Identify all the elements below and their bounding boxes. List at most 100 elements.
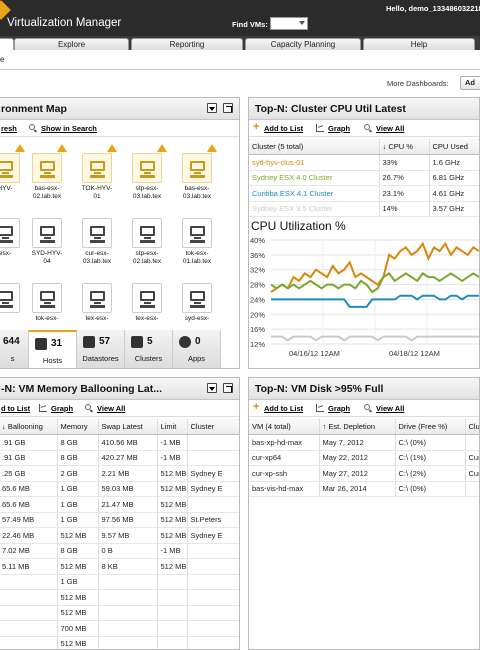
table-row[interactable]: 7.02 MB 8 GB 0 B -1 MB bbox=[0, 543, 239, 559]
host-tile[interactable]: syd-esx- bbox=[179, 283, 215, 323]
popout-icon[interactable] bbox=[223, 103, 233, 113]
tab-capacity-planning[interactable]: Capacity Planning bbox=[245, 38, 361, 50]
table-cell: 97.56 MB bbox=[98, 512, 158, 528]
table-cell: Sydney E bbox=[187, 465, 239, 482]
main-tabs: Explore Reporting Capacity Planning Help bbox=[0, 36, 480, 50]
host-tile[interactable]: stp-esx-02.lab.tex bbox=[129, 218, 165, 266]
table-cell: 65.6 MB bbox=[0, 481, 58, 497]
column-header[interactable]: ↑ Est. Depletion bbox=[319, 419, 396, 435]
graph-icon bbox=[316, 124, 324, 132]
host-tile[interactable]: HYV- bbox=[0, 153, 23, 193]
chevron-down-icon[interactable] bbox=[299, 21, 305, 25]
refresh-link[interactable]: resh bbox=[1, 124, 17, 133]
table-cell: .91 GB bbox=[0, 450, 58, 466]
table-row[interactable]: 22.46 MB 512 MB 9.57 MB 512 MB Sydney E bbox=[0, 527, 239, 544]
table-row[interactable]: 65.6 MB 1 GB 21.47 MB 512 MB bbox=[0, 496, 239, 513]
table-row[interactable]: 512 MB bbox=[0, 636, 239, 649]
table-cell: 22.46 MB bbox=[0, 527, 58, 544]
view-all-link[interactable]: View All bbox=[376, 404, 405, 413]
popout-icon[interactable] bbox=[223, 383, 233, 393]
column-header[interactable]: ↓ CPU % bbox=[379, 139, 430, 155]
warning-icon bbox=[57, 144, 67, 152]
column-header[interactable]: Swap Latest bbox=[98, 419, 158, 435]
y-tick-label: 40% bbox=[250, 236, 265, 245]
category-label: Hosts bbox=[42, 356, 63, 365]
view-all-link[interactable]: View All bbox=[376, 124, 405, 133]
table-row[interactable]: .91 GB 8 GB 420.27 MB -1 MB bbox=[0, 450, 239, 466]
dropdown-icon[interactable] bbox=[207, 383, 217, 393]
category-tab[interactable]: 0 Apps bbox=[173, 330, 221, 368]
find-vms-input[interactable] bbox=[270, 17, 308, 30]
category-tab[interactable]: 31 Hosts bbox=[29, 330, 77, 368]
cpu-table: Cluster (5 total) ↓ CPU % CPU Used syd-h… bbox=[249, 139, 479, 217]
column-header[interactable]: Memory bbox=[57, 419, 99, 435]
category-tab[interactable]: 644 s bbox=[0, 330, 29, 368]
column-header[interactable]: ↓ Ballooning bbox=[0, 419, 58, 435]
category-label: Apps bbox=[187, 354, 206, 363]
graph-link[interactable]: Graph bbox=[51, 404, 74, 413]
table-row[interactable]: 1 GB bbox=[0, 574, 239, 590]
column-header[interactable]: Cluster (5 total) bbox=[249, 139, 380, 155]
tab-explore[interactable]: Explore bbox=[14, 38, 129, 50]
table-row[interactable]: .91 GB 8 GB 410.56 MB -1 MB bbox=[0, 434, 239, 451]
host-tile[interactable]: tex-esx- bbox=[79, 283, 115, 323]
add-to-list-link[interactable]: d to List bbox=[1, 404, 31, 413]
table-row[interactable]: 57.49 MB 1 GB 97.56 MB 512 MB St.Peters bbox=[0, 512, 239, 528]
table-cell: bas-vis-hd-max bbox=[249, 481, 320, 497]
add-dashboard-button[interactable]: Ad bbox=[460, 76, 480, 90]
column-header[interactable]: Limit bbox=[157, 419, 188, 435]
column-header[interactable]: Clu bbox=[465, 419, 479, 435]
table-row[interactable]: .25 GB 2 GB 2.21 MB 512 MB Sydney E bbox=[0, 465, 239, 482]
tab-reporting[interactable]: Reporting bbox=[131, 38, 243, 50]
table-row[interactable]: Curitiba ESX 4.1 Cluster 23.1% 4.61 GHz bbox=[249, 185, 479, 202]
column-header[interactable]: CPU Used bbox=[429, 139, 479, 155]
add-to-list-link[interactable]: Add to List bbox=[264, 404, 304, 413]
dropdown-icon[interactable] bbox=[207, 103, 217, 113]
host-tile[interactable]: tok-esx- bbox=[29, 283, 65, 323]
show-in-search-link[interactable]: Show in Search bbox=[41, 124, 97, 133]
table-cell: 7.02 MB bbox=[0, 543, 58, 559]
host-tile[interactable]: bas-esx-03.lab.tex bbox=[179, 153, 215, 201]
table-row[interactable]: bas-xp-hd-max May 7, 2012 C:\ (0%) bbox=[249, 434, 479, 451]
column-header[interactable]: Drive (Free %) bbox=[395, 419, 466, 435]
subnav-item[interactable]: e bbox=[0, 55, 5, 64]
host-tile[interactable]: TOK-HYV-01 bbox=[79, 153, 115, 201]
view-all-link[interactable]: View All bbox=[97, 404, 126, 413]
tab-dashboard[interactable] bbox=[0, 38, 14, 50]
category-tab[interactable]: 57 Datastores bbox=[77, 330, 125, 368]
table-row[interactable]: syd-hyv-clus-01 33% 1.6 GHz bbox=[249, 154, 479, 171]
y-tick-label: 12% bbox=[250, 340, 265, 349]
host-tile[interactable]: SYD-HYV-04 bbox=[29, 218, 65, 266]
graph-link[interactable]: Graph bbox=[328, 404, 351, 413]
host-tile[interactable]: cur-esx-03.lab.tex bbox=[79, 218, 115, 266]
host-tile[interactable]: esx- bbox=[0, 218, 23, 258]
host-tile[interactable]: stp-esx-03.lab.tex bbox=[129, 153, 165, 201]
table-cell bbox=[187, 574, 239, 590]
table-cell: 512 MB bbox=[57, 589, 99, 606]
table-cell bbox=[187, 496, 239, 513]
graph-link[interactable]: Graph bbox=[328, 124, 351, 133]
table-cell: 0 B bbox=[98, 543, 158, 559]
table-row[interactable]: 512 MB bbox=[0, 589, 239, 606]
table-row[interactable]: bas-vis-hd-max Mar 26, 2014 C:\ (0%) bbox=[249, 481, 479, 497]
table-cell: 8 GB bbox=[57, 434, 99, 451]
category-tab[interactable]: 5 Clusters bbox=[125, 330, 173, 368]
table-row[interactable]: 5.11 MB 512 MB 8 KB 512 MB bbox=[0, 558, 239, 575]
tab-help[interactable]: Help bbox=[363, 38, 475, 50]
table-cell: C:\ (1%) bbox=[395, 450, 466, 466]
table-row[interactable]: 65.6 MB 1 GB 59.03 MB 512 MB Sydney E bbox=[0, 481, 239, 497]
column-header[interactable]: VM (4 total) bbox=[249, 419, 320, 435]
column-header[interactable]: Cluster bbox=[187, 419, 239, 435]
table-row[interactable]: 512 MB bbox=[0, 605, 239, 621]
host-tile[interactable]: tex-esx- bbox=[129, 283, 165, 323]
table-row[interactable]: Sydney ESX 3.5 Cluster 14% 3.57 GHz bbox=[249, 201, 479, 217]
host-tile[interactable]: tok-esx-01.lab.tex bbox=[179, 218, 215, 266]
table-cell: Sydney ESX 3.5 Cluster bbox=[249, 201, 380, 217]
add-to-list-link[interactable]: Add to List bbox=[264, 124, 304, 133]
table-row[interactable]: Sydney ESX 4.0 Cluster 26.7% 6.81 GHz bbox=[249, 170, 479, 186]
table-row[interactable]: 700 MB bbox=[0, 620, 239, 637]
host-tile[interactable]: bas-esx-02.lab.tex bbox=[29, 153, 65, 201]
host-tile[interactable] bbox=[0, 283, 23, 315]
